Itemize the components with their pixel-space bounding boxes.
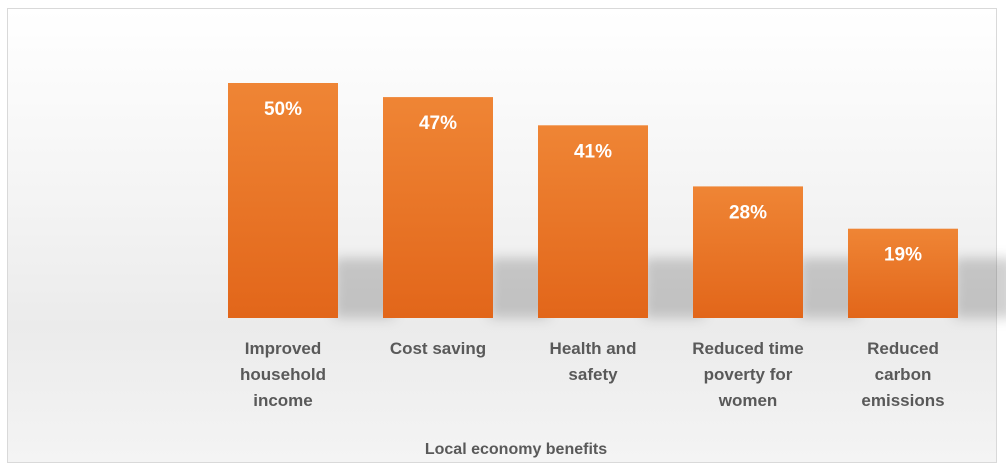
category-label-line: income [253,391,313,410]
bar [228,83,338,318]
data-label: 41% [574,141,612,162]
category-label-line: Improved [245,339,322,358]
category-label-line: carbon [875,365,932,384]
category-label-line: safety [568,365,618,384]
category-label-line: Reduced time [692,339,803,358]
data-label: 50% [264,99,302,120]
category-label-line: Cost saving [390,339,486,358]
bar [848,228,958,318]
x-axis-title: Local economy benefits [425,441,607,458]
category-label-line: Health and [550,339,637,358]
category-label: Reduced time poverty for women [692,339,803,410]
category-labels: Improved household income Cost saving Health… [240,339,945,410]
category-label: Health and safety [550,339,637,384]
data-labels: 50% 47% 41% 28% 19% [264,99,922,266]
category-label-line: emissions [861,391,944,410]
category-label: Cost saving [390,339,486,358]
bar [693,186,803,318]
category-label-line: women [718,391,778,410]
data-label: 28% [729,202,767,223]
category-label-line: Reduced [867,339,939,358]
bar [383,97,493,318]
bar [538,125,648,318]
chart-frame [7,8,997,463]
category-label: Reduced carbon emissions [861,339,944,410]
category-label: Improved household income [240,339,326,410]
category-label-line: poverty for [704,365,793,384]
bars [228,83,958,318]
bar-shadow [954,258,1006,318]
category-label-line: household [240,365,326,384]
data-label: 47% [419,113,457,134]
data-label: 19% [884,245,922,266]
